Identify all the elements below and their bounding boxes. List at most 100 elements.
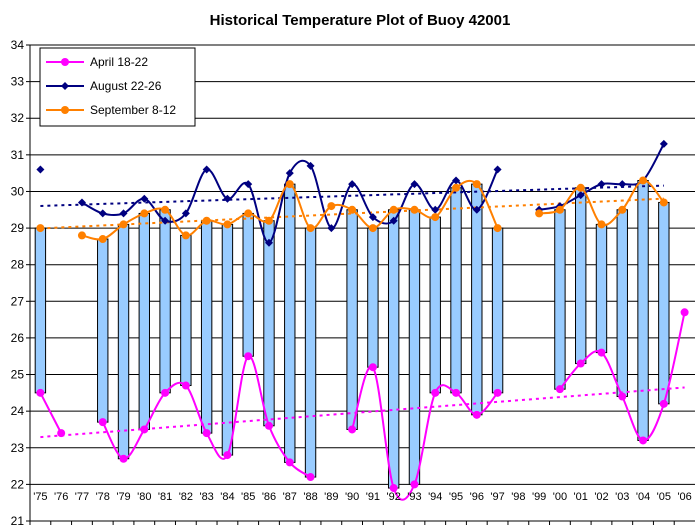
data-point bbox=[618, 180, 627, 189]
x-tick-label: '99 bbox=[532, 491, 546, 503]
x-tick-label: '02 bbox=[594, 491, 608, 503]
data-point bbox=[244, 352, 253, 361]
data-point bbox=[223, 194, 232, 203]
range-bar bbox=[471, 183, 483, 416]
x-tick-label: '06 bbox=[677, 491, 691, 503]
data-point bbox=[452, 183, 461, 192]
legend-label: April 18-22 bbox=[90, 55, 148, 69]
range-bar bbox=[429, 216, 441, 394]
x-tick-label: '87 bbox=[283, 491, 297, 503]
x-tick-label: '98 bbox=[511, 491, 525, 503]
data-point bbox=[659, 399, 668, 408]
y-tick-label: 26 bbox=[11, 331, 25, 345]
x-tick-label: '04 bbox=[636, 491, 650, 503]
data-point bbox=[472, 205, 481, 214]
axes: 21 22 23 24 25 26 27 28 29 30 31 32 33 34 '75 '76 '77 '78… bbox=[11, 38, 695, 528]
trendlines bbox=[40, 184, 685, 439]
x-tick-label: '76 bbox=[54, 491, 68, 503]
range-bar bbox=[200, 220, 213, 434]
x-tick-label: '83 bbox=[199, 491, 213, 503]
data-point bbox=[368, 363, 377, 372]
x-tick-label: '80 bbox=[137, 491, 151, 503]
data-point bbox=[57, 429, 66, 438]
data-point bbox=[472, 410, 481, 419]
x-tick-label: '89 bbox=[324, 491, 338, 503]
data-point bbox=[639, 436, 648, 445]
data-point bbox=[410, 180, 419, 189]
data-point bbox=[306, 224, 315, 233]
data-point bbox=[119, 454, 128, 463]
data-point bbox=[493, 165, 502, 174]
x-tick-label: '03 bbox=[615, 491, 629, 503]
y-tick-label: 30 bbox=[11, 184, 25, 198]
data-point bbox=[597, 220, 606, 229]
data-point bbox=[181, 381, 190, 390]
data-point bbox=[285, 169, 294, 178]
data-point bbox=[680, 308, 689, 317]
data-point bbox=[36, 165, 45, 174]
data-point bbox=[306, 473, 315, 482]
trendline-1 bbox=[40, 184, 664, 207]
range-bar bbox=[221, 223, 234, 456]
y-tick-label: 21 bbox=[11, 514, 25, 528]
range-bar bbox=[346, 209, 358, 430]
y-tick-label: 32 bbox=[11, 111, 25, 125]
data-point bbox=[576, 359, 585, 368]
series-lines bbox=[36, 139, 689, 501]
data-point bbox=[181, 231, 190, 240]
x-tick-label: '79 bbox=[116, 491, 130, 503]
data-point bbox=[223, 451, 232, 460]
data-point bbox=[119, 209, 128, 218]
data-point bbox=[597, 180, 606, 189]
data-point bbox=[327, 224, 336, 233]
y-tick-label: 31 bbox=[11, 148, 25, 162]
data-point bbox=[161, 205, 170, 214]
x-tick-label: '81 bbox=[158, 491, 172, 503]
data-point bbox=[161, 388, 170, 397]
range-bars bbox=[34, 179, 670, 489]
range-bar bbox=[304, 227, 317, 478]
data-point bbox=[389, 484, 398, 493]
data-point bbox=[348, 180, 357, 189]
data-point bbox=[140, 209, 149, 218]
range-bar bbox=[367, 227, 379, 368]
data-point bbox=[452, 176, 461, 185]
data-point bbox=[98, 418, 107, 427]
x-tick-label: '77 bbox=[75, 491, 89, 503]
range-bar bbox=[408, 209, 421, 485]
data-point bbox=[285, 180, 294, 189]
data-point bbox=[659, 139, 668, 148]
y-tick-label: 23 bbox=[11, 441, 25, 455]
data-point bbox=[244, 209, 253, 218]
range-bar bbox=[575, 187, 587, 365]
data-point bbox=[597, 348, 606, 357]
chart-title: Historical Temperature Plot of Buoy 4200… bbox=[210, 12, 511, 29]
x-tick-label: '05 bbox=[657, 491, 671, 503]
range-bar bbox=[616, 209, 628, 398]
x-tick-label: '92 bbox=[387, 491, 401, 503]
range-bar bbox=[97, 238, 109, 423]
data-point bbox=[576, 183, 585, 192]
data-point bbox=[98, 235, 107, 244]
range-bar bbox=[554, 209, 566, 390]
range-bar bbox=[637, 179, 649, 441]
legend-label: September 8-12 bbox=[90, 103, 176, 117]
data-point bbox=[140, 425, 149, 434]
y-tick-label: 27 bbox=[11, 294, 25, 308]
range-bar bbox=[242, 212, 254, 357]
range-bar bbox=[595, 223, 608, 354]
data-point bbox=[555, 385, 564, 394]
data-point bbox=[327, 202, 336, 211]
data-point bbox=[493, 224, 502, 233]
data-point bbox=[140, 194, 149, 203]
range-bar bbox=[491, 227, 504, 394]
data-point bbox=[36, 388, 45, 397]
data-point bbox=[181, 209, 190, 218]
x-tick-label: '91 bbox=[366, 491, 380, 503]
range-bar bbox=[284, 183, 296, 463]
x-tick-label: '94 bbox=[428, 491, 442, 503]
data-point bbox=[389, 216, 398, 225]
data-point bbox=[202, 429, 211, 438]
x-tick-label: '75 bbox=[33, 491, 47, 503]
data-point bbox=[306, 161, 315, 170]
